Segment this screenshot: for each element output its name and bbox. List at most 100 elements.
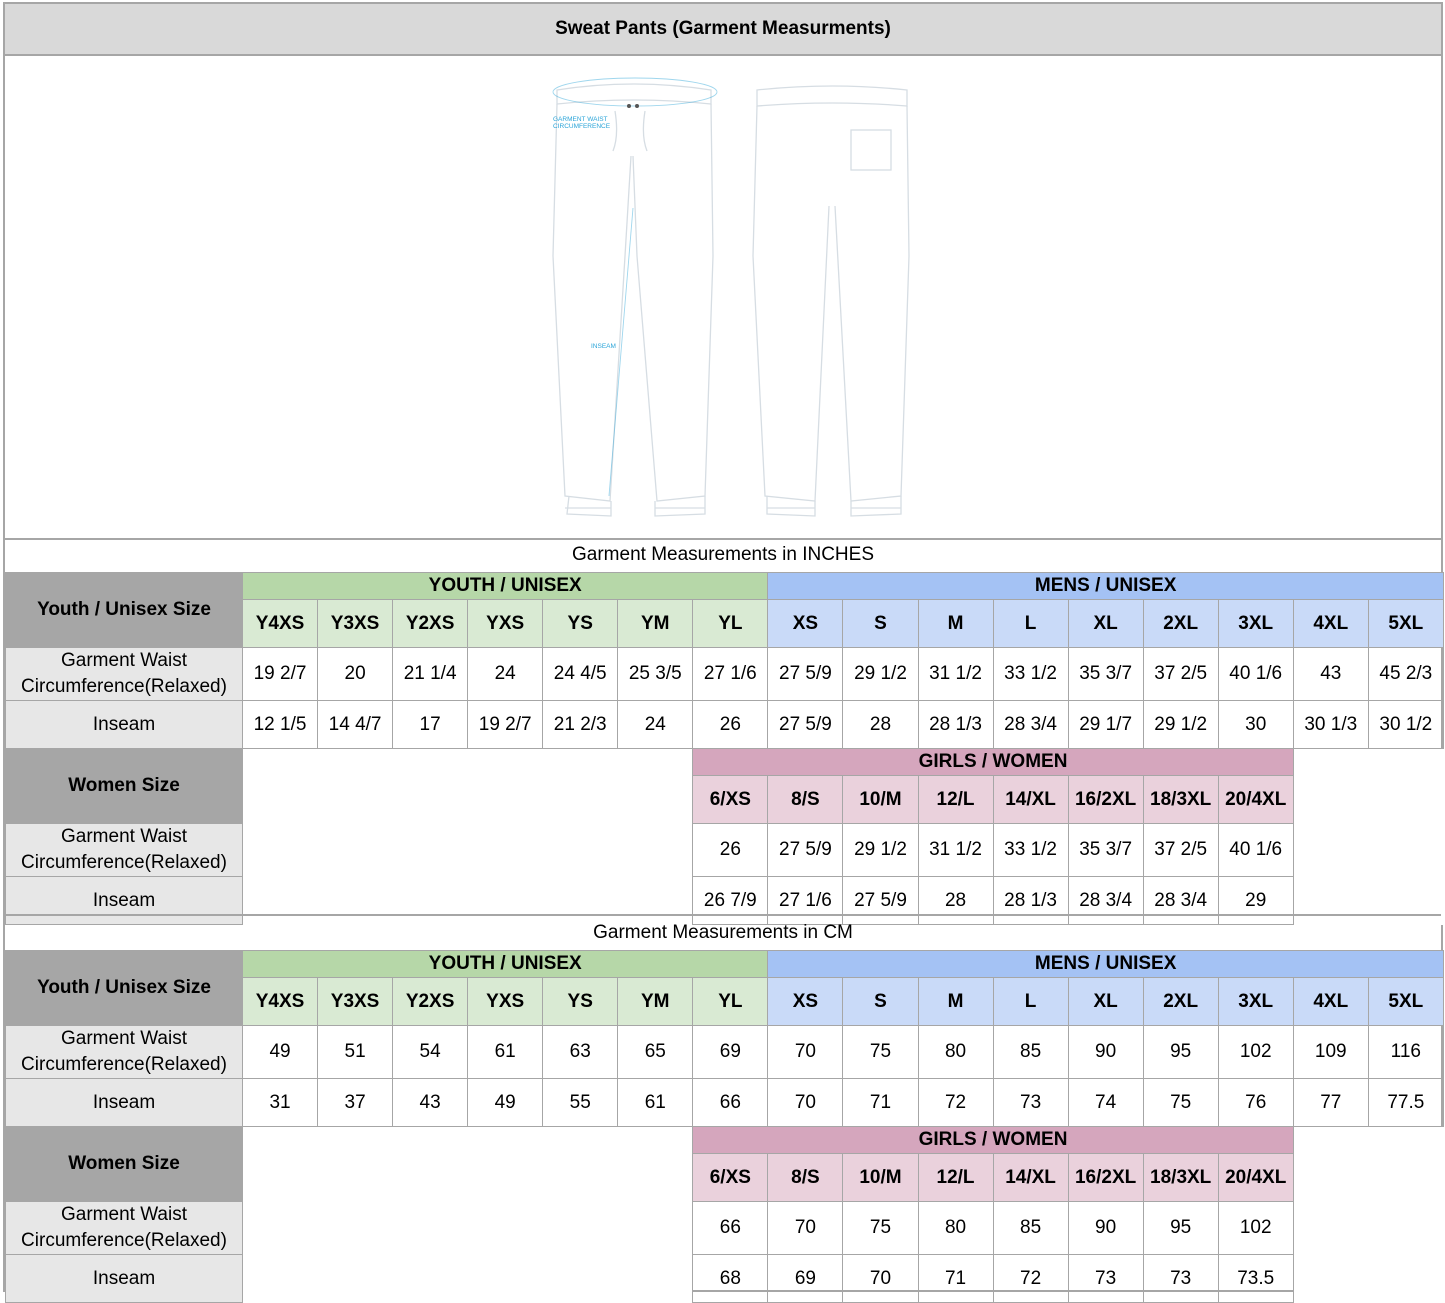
girls-size-cell: 16/2XL xyxy=(1067,1153,1144,1202)
waist-value-cell: 31 1/2 xyxy=(917,647,994,701)
mens-size-cell: 2XL xyxy=(1142,977,1219,1026)
women-inseam-value-cell: 73.5 xyxy=(1217,1254,1294,1303)
waist-value-cell: 75 xyxy=(842,1025,919,1079)
women-inseam-value-cell: 73 xyxy=(1142,1254,1219,1303)
waist-value-cell: 70 xyxy=(767,1025,844,1079)
inseam-value-cell: 29 1/7 xyxy=(1067,700,1144,749)
girls-size-cell: 12/L xyxy=(917,775,994,824)
table-row: Inseam 31 37 43 49 55 61 66 70 71 72 73 74 75 76 77 77.5 xyxy=(5,1078,1444,1127)
women-waist-row-label: Garment Waist Circumference(Relaxed) xyxy=(5,823,243,877)
women-waist-value-cell: 70 xyxy=(767,1201,844,1255)
women-waist-row-label: Garment Waist Circumference(Relaxed) xyxy=(5,1201,243,1255)
youth-size-cell: Y4XS xyxy=(241,977,319,1026)
girls-size-cell: 6/XS xyxy=(692,1153,769,1202)
inseam-value-cell: 72 xyxy=(917,1078,994,1127)
inseam-value-cell: 70 xyxy=(767,1078,844,1127)
women-inseam-value-cell: 68 xyxy=(692,1254,769,1303)
mens-size-cell: S xyxy=(842,977,919,1026)
girls-size-cell: 10/M xyxy=(842,1153,919,1202)
women-inseam-value-cell: 28 3/4 xyxy=(1142,876,1219,925)
waist-value-cell: 25 3/5 xyxy=(617,647,694,701)
women-inseam-value-cell: 73 xyxy=(1067,1254,1144,1303)
youth-size-cell: Y3XS xyxy=(317,599,394,648)
mens-size-cell: 3XL xyxy=(1217,599,1294,648)
mens-size-cell: XS xyxy=(767,599,844,648)
mens-size-cell: XL xyxy=(1067,599,1144,648)
mens-size-cell: S xyxy=(842,599,919,648)
waist-value-cell: 69 xyxy=(692,1025,769,1079)
youth-size-cell: YXS xyxy=(467,977,544,1026)
youth-size-cell: YS xyxy=(542,599,619,648)
inseam-value-cell: 31 xyxy=(241,1078,319,1127)
inseam-value-cell: 49 xyxy=(467,1078,544,1127)
mens-size-cell: XS xyxy=(767,977,844,1026)
back-waistband xyxy=(756,85,908,107)
girls-size-cell: 16/2XL xyxy=(1067,775,1144,824)
waist-value-cell: 43 xyxy=(1292,647,1369,701)
blank-cell xyxy=(1293,748,1444,925)
waist-row-label: Garment Waist Circumference(Relaxed) xyxy=(5,1025,243,1079)
table-row: 6/XS 8/S 10/M 12/L 14/XL 16/2XL 18/3XL 20/4XL xyxy=(6,1153,1444,1202)
waist-value-cell: 19 2/7 xyxy=(241,647,319,701)
inches-table: Youth / Unisex Size YOUTH / UNISEX MENS / … xyxy=(5,572,1444,925)
inseam-value-cell: 19 2/7 xyxy=(467,700,544,749)
waist-value-cell: 27 1/6 xyxy=(692,647,769,701)
women-inseam-value-cell: 29 xyxy=(1217,876,1294,925)
mens-size-cell: 4XL xyxy=(1292,977,1369,1026)
inseam-label: INSEAM xyxy=(591,343,616,350)
women-inseam-value-cell: 28 xyxy=(917,876,994,925)
waist-value-cell: 109 xyxy=(1292,1025,1369,1079)
women-waist-value-cell: 31 1/2 xyxy=(917,823,994,877)
pants-technical-drawing: GARMENT WAIST CIRCUMFERENCE INSEAM xyxy=(5,56,1441,540)
girls-size-cell: 20/4XL xyxy=(1217,775,1294,824)
women-waist-value-cell: 26 xyxy=(692,823,769,877)
waist-value-cell: 49 xyxy=(241,1025,319,1079)
waist-value-cell: 61 xyxy=(467,1025,544,1079)
inseam-value-cell: 71 xyxy=(842,1078,919,1127)
mens-group-header: MENS / UNISEX xyxy=(767,572,1444,600)
waist-value-cell: 54 xyxy=(392,1025,469,1079)
waist-value-cell: 51 xyxy=(317,1025,394,1079)
waist-value-cell: 35 3/7 xyxy=(1067,647,1144,701)
mens-size-cell: 2XL xyxy=(1142,599,1219,648)
youth-size-cell: YXS xyxy=(467,599,544,648)
mens-size-cell: L xyxy=(992,599,1069,648)
inseam-value-cell: 37 xyxy=(317,1078,394,1127)
girls-size-cell: 10/M xyxy=(842,775,919,824)
youth-size-cell: YL xyxy=(692,599,769,648)
table-row: Inseam 26 7/9 27 1/6 27 5/9 28 28 1/3 28 3/4 28… xyxy=(5,876,1444,925)
front-right-leg xyxy=(632,103,714,502)
back-right-leg xyxy=(834,105,910,502)
inseam-value-cell: 77 xyxy=(1292,1078,1369,1127)
youth-size-header: Youth / Unisex Size xyxy=(5,950,243,1026)
mens-size-cell: L xyxy=(992,977,1069,1026)
women-inseam-row-label: Inseam xyxy=(5,876,243,925)
inseam-value-cell: 14 4/7 xyxy=(317,700,394,749)
table-row: Inseam 12 1/5 14 4/7 17 19 2/7 21 2/3 24 26 27 5… xyxy=(5,700,1444,749)
inseam-value-cell: 77.5 xyxy=(1367,1078,1444,1127)
inseam-measure-marker xyxy=(608,207,634,497)
inseam-value-cell: 30 1/3 xyxy=(1292,700,1369,749)
women-waist-value-cell: 35 3/7 xyxy=(1067,823,1144,877)
waist-value-cell: 102 xyxy=(1217,1025,1294,1079)
women-waist-value-cell: 33 1/2 xyxy=(992,823,1069,877)
women-waist-value-cell: 66 xyxy=(692,1201,769,1255)
women-waist-value-cell: 75 xyxy=(842,1201,919,1255)
table-row: Garment Waist Circumference(Relaxed) 49 51… xyxy=(5,1025,1444,1079)
girls-size-cell: 12/L xyxy=(917,1153,994,1202)
inseam-value-cell: 30 xyxy=(1217,700,1294,749)
women-size-header: Women Size xyxy=(5,1126,243,1202)
waist-value-cell: 33 1/2 xyxy=(992,647,1069,701)
women-waist-value-cell: 37 2/5 xyxy=(1142,823,1219,877)
inseam-value-cell: 75 xyxy=(1142,1078,1219,1127)
blank-cell xyxy=(1293,1126,1444,1303)
table-row: Women Size GIRLS / WOMEN xyxy=(5,748,1444,925)
women-inseam-value-cell: 27 1/6 xyxy=(767,876,844,925)
waist-measure-marker xyxy=(552,77,718,107)
women-waist-value-cell: 27 5/9 xyxy=(767,823,844,877)
women-inseam-row-label: Inseam xyxy=(5,1254,243,1303)
back-pocket xyxy=(850,129,892,171)
youth-size-cell: YM xyxy=(617,599,694,648)
waist-value-cell: 85 xyxy=(992,1025,1069,1079)
youth-group-header: YOUTH / UNISEX xyxy=(241,572,769,600)
